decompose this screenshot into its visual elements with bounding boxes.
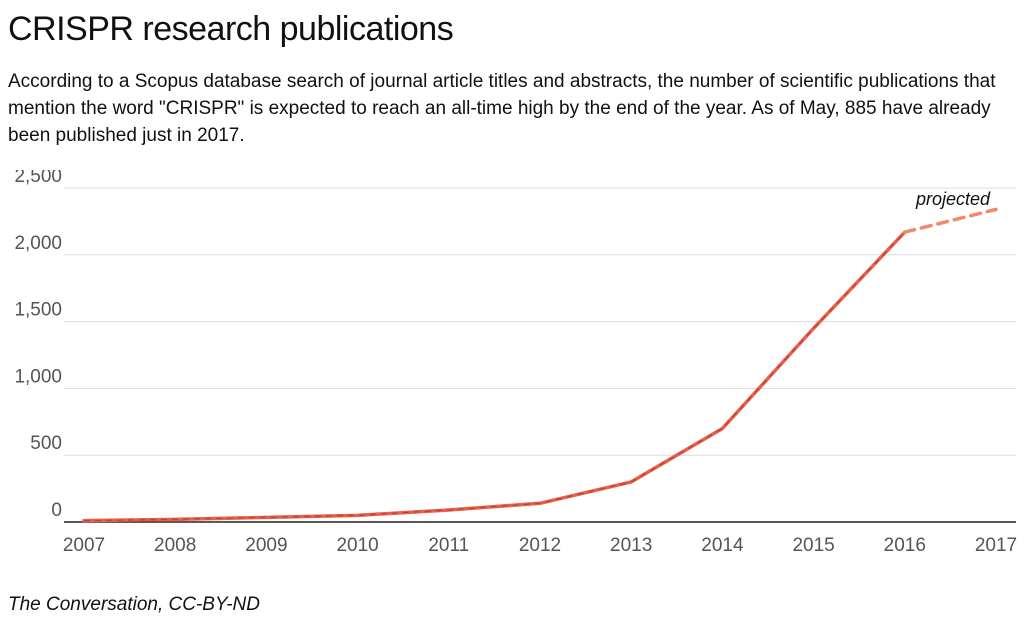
projected-annotation: projected	[915, 189, 991, 209]
x-tick-label: 2017	[975, 535, 1017, 556]
series-line-actual-overlay	[83, 231, 906, 522]
x-tick-label: 2007	[63, 535, 105, 556]
source-credit: The Conversation, CC-BY-ND	[8, 594, 261, 615]
chart-subtitle: According to a Scopus database search of…	[8, 71, 996, 146]
x-tick-label: 2014	[701, 535, 744, 556]
line-chart: 0 500 1,000 1,500 2,000 2,500 2007 2008 2009 201…	[14, 170, 1017, 556]
y-axis-tick-labels: 0 500 1,000 1,500 2,000 2,500	[14, 170, 62, 521]
y-tick-label: 0	[51, 500, 62, 521]
x-tick-label: 2015	[792, 535, 834, 556]
y-tick-label: 2,000	[14, 233, 62, 254]
gridlines	[64, 187, 1016, 523]
x-axis-tick-labels: 2007 2008 2009 2010 2011 2012 2013 2014 2015 2016…	[63, 535, 1017, 556]
y-tick-label: 2,500	[14, 170, 62, 187]
data-series	[82, 207, 998, 523]
y-tick-label: 500	[30, 433, 62, 454]
y-tick-label: 1,500	[14, 300, 62, 321]
x-tick-label: 2012	[519, 535, 561, 556]
series-line-projected	[903, 207, 998, 234]
x-tick-label: 2013	[610, 535, 652, 556]
chart-title: CRISPR research publications	[8, 10, 454, 48]
series-line-actual	[82, 230, 907, 523]
annotations: projected	[915, 189, 991, 209]
y-tick-label: 1,000	[14, 366, 62, 387]
x-tick-label: 2010	[336, 535, 378, 556]
x-tick-label: 2016	[884, 535, 926, 556]
x-tick-label: 2009	[245, 535, 287, 556]
x-tick-label: 2008	[154, 535, 196, 556]
x-tick-label: 2011	[428, 535, 469, 556]
